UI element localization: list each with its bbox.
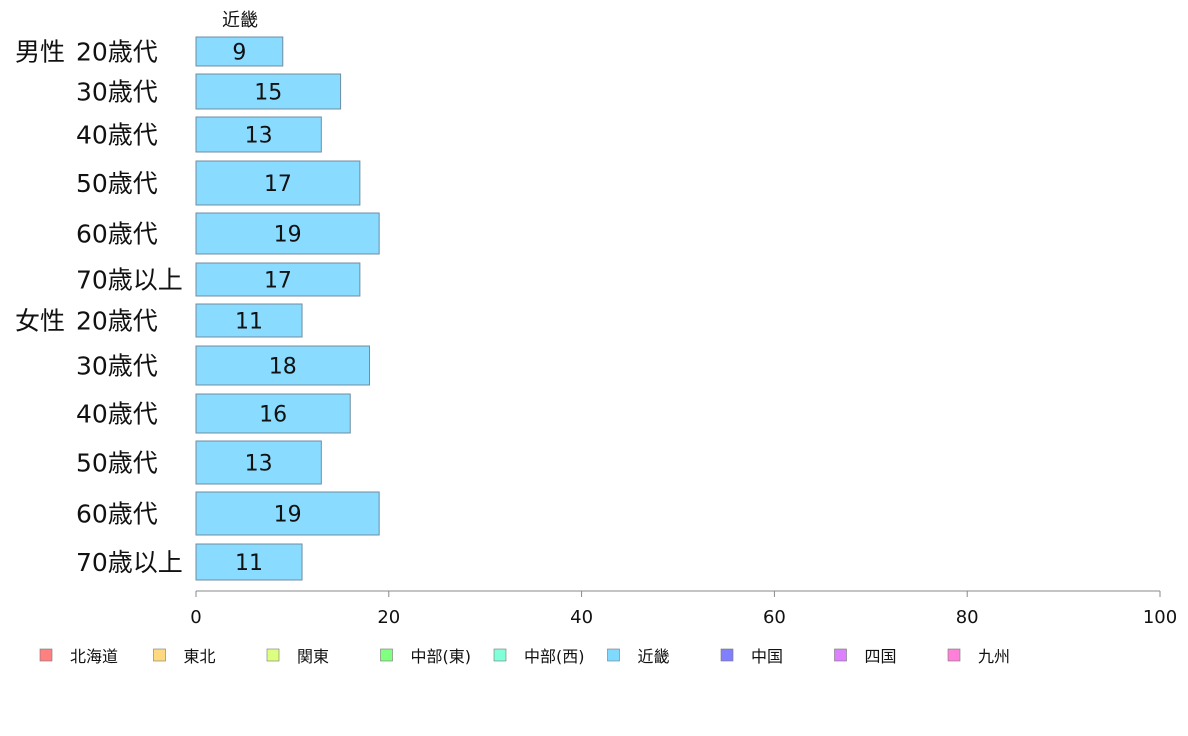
legend-swatch xyxy=(153,648,166,662)
bar xyxy=(195,491,380,536)
legend-label: 近畿 xyxy=(638,647,670,666)
legend: 北海道 東北 関東 中部(東) 中部(西) 近畿 中国 四国 九州 xyxy=(39,647,1010,666)
legend-label: 九州 xyxy=(978,647,1010,666)
legend-label: 中国 xyxy=(751,647,783,666)
x-tick-label: 80 xyxy=(956,607,979,628)
bar-value-label: 15 xyxy=(254,81,282,106)
x-tick-label: 20 xyxy=(377,607,400,628)
x-tick-label: 60 xyxy=(763,607,786,628)
bar-value-label: 13 xyxy=(245,452,273,477)
bar xyxy=(195,440,322,485)
category-label: 60歳代 xyxy=(76,220,158,249)
bar-value-label: 11 xyxy=(235,551,263,576)
bar xyxy=(195,303,303,338)
bar xyxy=(195,393,351,434)
legend-label: 関東 xyxy=(297,647,329,666)
legend-label: 東北 xyxy=(184,647,216,666)
bar-value-label: 9 xyxy=(232,41,246,66)
category-label: 20歳代 xyxy=(76,38,158,67)
legend-swatch xyxy=(607,648,620,662)
bar xyxy=(195,212,380,255)
category-label: 70歳以上 xyxy=(76,548,183,577)
bar-value-label: 17 xyxy=(264,172,292,197)
legend-swatch xyxy=(493,648,507,662)
bar-value-label: 16 xyxy=(259,403,287,428)
bar xyxy=(195,543,303,581)
bar xyxy=(195,345,371,386)
bar xyxy=(195,160,361,206)
legend-swatch xyxy=(834,648,847,662)
legend-swatch xyxy=(720,648,734,662)
legend-swatch xyxy=(266,648,280,662)
x-tick-label: 100 xyxy=(1143,607,1177,628)
x-tick-label: 0 xyxy=(190,607,201,628)
category-label: 20歳代 xyxy=(76,307,158,336)
bar-value-label: 18 xyxy=(269,355,297,380)
bar xyxy=(195,116,322,153)
group-label: 男性 xyxy=(15,38,65,67)
legend-swatch xyxy=(947,648,961,662)
legend-swatch xyxy=(380,648,393,662)
category-label: 60歳代 xyxy=(76,500,158,529)
legend-label: 北海道 xyxy=(70,647,118,666)
category-label: 50歳代 xyxy=(76,449,158,478)
group-label: 女性 xyxy=(15,307,65,336)
bar-value-label: 13 xyxy=(245,124,273,149)
category-label: 70歳以上 xyxy=(76,266,183,295)
bar-value-label: 19 xyxy=(274,503,302,528)
x-tick-label: 40 xyxy=(570,607,593,628)
category-label: 40歳代 xyxy=(76,121,158,150)
legend-label: 中部(東) xyxy=(411,647,472,666)
bars-layer: 920歳代男性1530歳代1340歳代1750歳代1960歳代1770歳以上11… xyxy=(15,36,380,581)
legend-label: 中部(西) xyxy=(524,647,585,666)
bar xyxy=(195,262,361,297)
category-label: 30歳代 xyxy=(76,352,158,381)
bar-value-label: 11 xyxy=(235,310,263,335)
bar-value-label: 17 xyxy=(264,269,292,294)
category-label: 30歳代 xyxy=(76,78,158,107)
category-label: 40歳代 xyxy=(76,400,158,429)
bar-value-label: 19 xyxy=(274,223,302,248)
legend-swatch xyxy=(39,648,53,662)
bar xyxy=(195,36,284,67)
legend-label: 四国 xyxy=(865,647,897,666)
category-label: 50歳代 xyxy=(76,169,158,198)
x-axis: 0 20 40 60 80 100 xyxy=(190,590,1177,628)
series-header: 近畿 xyxy=(222,10,258,31)
bar xyxy=(195,73,342,110)
